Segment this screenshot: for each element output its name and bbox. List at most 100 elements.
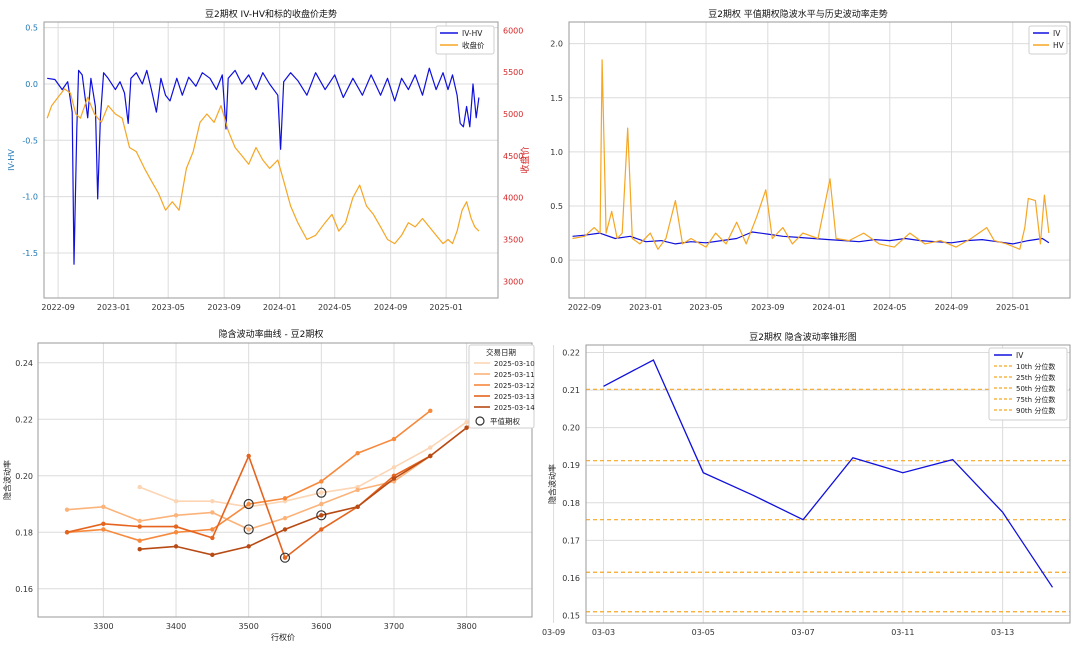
- panel1-y-axis-label: IV-HV: [7, 149, 16, 171]
- p4-x-tick: 03-03: [592, 628, 615, 637]
- p2-y-tick: 1.0: [550, 148, 563, 157]
- p3-point: [137, 518, 142, 524]
- legend-title: 交易日期: [486, 347, 516, 357]
- p3-x-tick: 3400: [166, 622, 186, 631]
- panel3-frame: [37, 342, 533, 618]
- p3-point: [391, 476, 397, 481]
- p1-x-tick: 2022-09: [41, 303, 74, 312]
- p3-point: [464, 419, 469, 425]
- p2-y-tick: 0.5: [550, 202, 563, 211]
- p1-y-tick: 0.0: [25, 80, 38, 89]
- p3-point: [355, 504, 360, 510]
- p3-point: [319, 479, 324, 484]
- panel2-title: 豆2期权 平值期权隐波水平与历史波动率走势: [708, 8, 888, 20]
- p3-point: [173, 498, 179, 504]
- p3-point: [428, 445, 433, 450]
- p3-point: [64, 507, 70, 512]
- p4-x-tick: 03-07: [791, 628, 814, 637]
- legend-atm: 平值期权: [490, 416, 520, 426]
- p3-point: [355, 487, 360, 493]
- p3-point: [282, 496, 288, 501]
- panel2-legend: IV HV: [1028, 25, 1068, 55]
- p1-x-tick: 2023-09: [207, 303, 240, 312]
- legend-iv: IV: [1053, 29, 1061, 38]
- p3-x-tick: 3600: [311, 622, 331, 631]
- p3-x-tick: 3300: [93, 622, 113, 631]
- p3-point: [319, 490, 324, 495]
- p2-series-1: [572, 59, 1050, 250]
- p4-x-tick: 03-09: [542, 628, 565, 637]
- p3-point: [173, 524, 179, 529]
- legend-date: 2025-03-11: [494, 371, 535, 379]
- p1-x-tick: 2024-05: [318, 303, 351, 312]
- p4-y-tick: 0.16: [562, 574, 580, 583]
- p3-point: [391, 465, 397, 470]
- p1-y2-tick: 3500: [503, 235, 523, 244]
- p3-point: [137, 484, 142, 490]
- p3-point: [137, 538, 142, 543]
- panel3-y-axis-label: 隐含波动率: [2, 460, 12, 500]
- legend-percentile: 90th 分位数: [1016, 406, 1055, 415]
- legend-percentile: 25th 分位数: [1016, 373, 1055, 382]
- p1-y-tick: -0.5: [22, 136, 38, 145]
- p2-x-tick: 2024-01: [812, 303, 845, 312]
- p3-point: [282, 515, 288, 521]
- p3-point: [210, 498, 215, 504]
- legend-percentile: 10th 分位数: [1016, 362, 1055, 371]
- p3-point: [319, 527, 324, 532]
- p3-point: [210, 535, 215, 541]
- p2-x-tick: 2023-01: [629, 303, 662, 312]
- p3-x-tick: 3800: [456, 622, 476, 631]
- p3-point: [101, 527, 106, 532]
- panel4-frame: [585, 344, 1071, 624]
- legend-iv-hv: IV-HV: [462, 29, 483, 38]
- p4-y-tick: 0.21: [562, 386, 580, 395]
- p1-y2-tick: 5500: [503, 68, 523, 77]
- panel3-legend: 交易日期 2025-03-10 2025-03-11 2025-03-12 2025-…: [468, 344, 535, 429]
- panel-iv-smile: 隐含波动率曲线 - 豆2期权 3300 3400 3500 3600 3700 3800 0…: [2, 328, 535, 642]
- p3-point: [64, 530, 70, 535]
- p1-y2-tick: 5000: [503, 110, 523, 119]
- p2-x-tick: 2025-01: [996, 303, 1029, 312]
- panel-iv-hv-close: 豆2期权 IV-HV和标的收盘价走势 2022-09 2023-01 2023-05…: [7, 8, 531, 312]
- p3-point: [355, 450, 360, 456]
- p3-point: [391, 436, 397, 442]
- p3-point: [246, 527, 251, 532]
- panel4-legend: IV 10th 分位数 25th 分位数 50th 分位数 75th 分位数 90th …: [988, 347, 1068, 421]
- p3-point: [210, 552, 215, 558]
- p4-x-tick: 03-11: [891, 628, 914, 637]
- panel1-y2-axis-label: 收盘价: [519, 146, 531, 173]
- p2-y-tick: 0.0: [550, 256, 563, 265]
- p3-point: [319, 501, 324, 507]
- p1-series-0: [47, 67, 480, 265]
- p3-y-tick: 0.20: [15, 472, 33, 481]
- p4-y-tick: 0.15: [562, 611, 580, 620]
- p3-y-tick: 0.24: [15, 359, 33, 368]
- p3-point: [428, 408, 433, 413]
- legend-date: 2025-03-10: [494, 360, 535, 368]
- p3-atm-marker: [243, 524, 254, 535]
- p2-y-tick: 2.0: [550, 40, 563, 49]
- p3-point: [101, 504, 106, 510]
- p3-atm-marker: [243, 498, 254, 510]
- legend-percentile: 75th 分位数: [1016, 395, 1055, 404]
- p4-y-tick: 0.22: [562, 349, 580, 358]
- p3-point: [282, 527, 288, 532]
- legend-date: 2025-03-14: [494, 404, 535, 412]
- legend-atm-marker: [475, 416, 485, 426]
- p3-point: [210, 510, 215, 515]
- p2-x-tick: 2023-05: [689, 303, 722, 312]
- p3-point: [137, 547, 142, 552]
- p3-y-tick: 0.18: [15, 528, 33, 537]
- p3-point: [101, 521, 106, 526]
- p2-y-tick: 1.5: [550, 94, 563, 103]
- panel4-title: 豆2期权 隐含波动率锥形图: [749, 331, 857, 343]
- p2-x-tick: 2022-09: [568, 303, 601, 312]
- p4-y-tick: 0.20: [562, 424, 580, 433]
- p3-point: [246, 544, 251, 549]
- p1-y2-tick: 4500: [503, 152, 523, 161]
- panel-iv-cone: 豆2期权 隐含波动率锥形图 03-03 03-05 03-07 03-09 03-11 0…: [542, 331, 1071, 637]
- p1-x-tick: 2023-01: [97, 303, 130, 312]
- p3-point: [428, 453, 433, 459]
